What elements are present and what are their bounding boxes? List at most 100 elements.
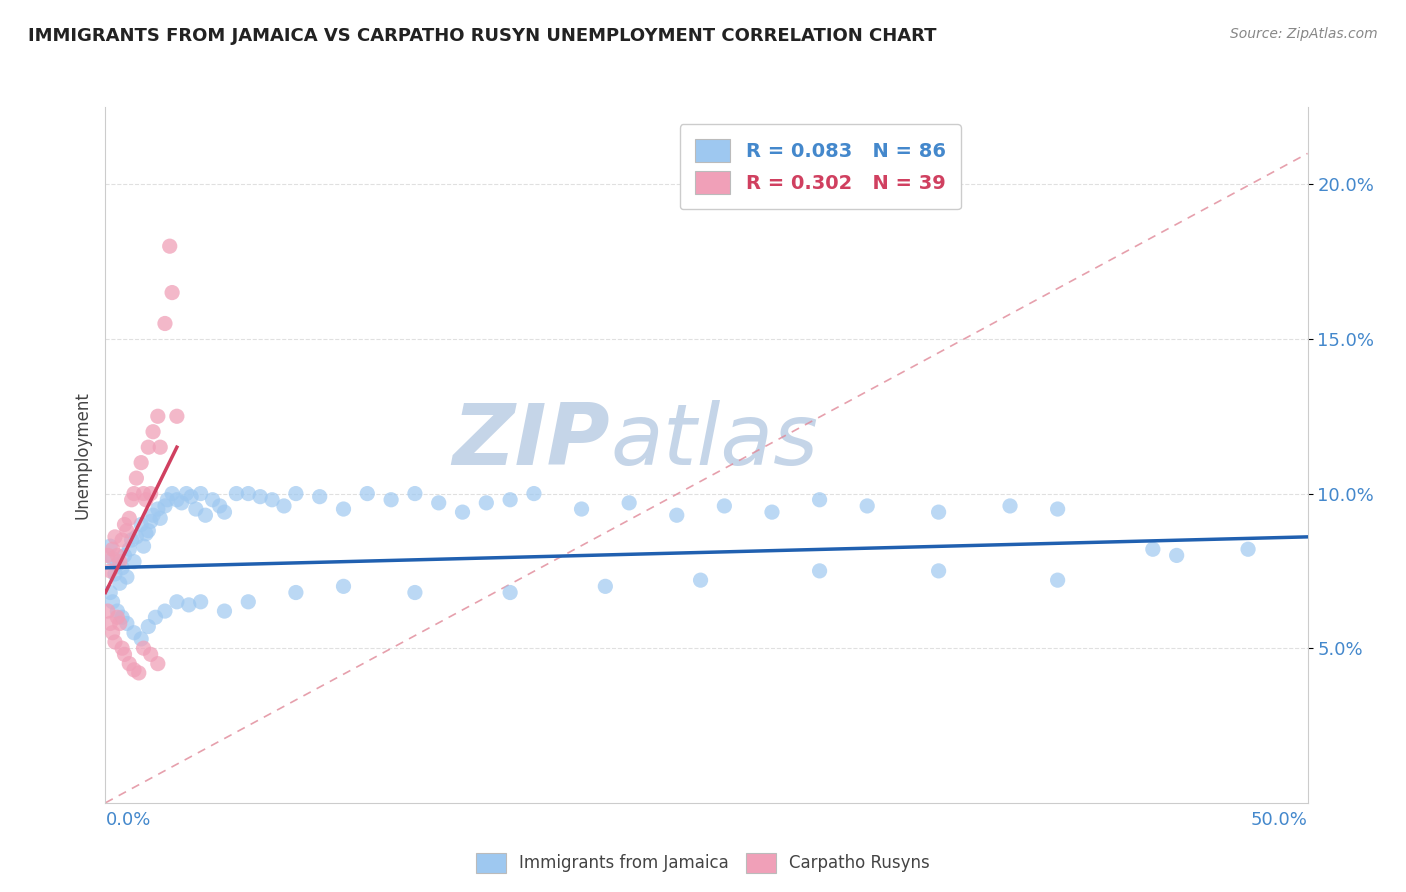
Point — [115, 570, 138, 584]
Point — [1142, 542, 1164, 557]
Point — [308, 490, 330, 504]
Point — [499, 492, 522, 507]
Point — [177, 598, 200, 612]
Point — [132, 641, 155, 656]
Point — [1046, 573, 1069, 587]
Point — [125, 530, 148, 544]
Point — [111, 641, 134, 656]
Point — [121, 492, 143, 507]
Point — [713, 499, 735, 513]
Point — [142, 425, 165, 439]
Point — [214, 505, 236, 519]
Point — [194, 508, 217, 523]
Point — [104, 635, 127, 649]
Point — [262, 492, 284, 507]
Point — [475, 496, 498, 510]
Point — [190, 486, 212, 500]
Text: atlas: atlas — [610, 400, 818, 483]
Point — [129, 517, 152, 532]
Point — [135, 492, 157, 507]
Point — [132, 539, 155, 553]
Point — [121, 533, 143, 547]
Point — [273, 499, 295, 513]
Point — [128, 665, 150, 680]
Point — [595, 579, 617, 593]
Point — [122, 486, 145, 500]
Point — [225, 486, 247, 500]
Point — [98, 539, 121, 553]
Point — [115, 616, 138, 631]
Point — [146, 502, 169, 516]
Text: Source: ZipAtlas.com: Source: ZipAtlas.com — [1230, 27, 1378, 41]
Point — [111, 610, 134, 624]
Legend: R = 0.083   N = 86, R = 0.302   N = 39: R = 0.083 N = 86, R = 0.302 N = 39 — [679, 124, 962, 210]
Point — [105, 610, 128, 624]
Point — [105, 558, 128, 572]
Point — [153, 499, 176, 513]
Point — [499, 585, 522, 599]
Y-axis label: Unemployment: Unemployment — [73, 391, 91, 519]
Point — [808, 564, 831, 578]
Point — [149, 511, 172, 525]
Point — [125, 471, 148, 485]
Point — [122, 663, 145, 677]
Point — [617, 496, 640, 510]
Point — [160, 285, 183, 300]
Point — [523, 486, 546, 500]
Point — [146, 409, 169, 424]
Point — [108, 616, 131, 631]
Point — [132, 486, 155, 500]
Point — [238, 595, 260, 609]
Text: 50.0%: 50.0% — [1251, 811, 1308, 829]
Point — [184, 502, 207, 516]
Point — [98, 616, 121, 631]
Point — [136, 440, 159, 454]
Point — [129, 456, 152, 470]
Point — [332, 579, 354, 593]
Point — [97, 604, 120, 618]
Point — [249, 490, 271, 504]
Point — [284, 585, 307, 599]
Point — [111, 561, 134, 575]
Legend: Immigrants from Jamaica, Carpatho Rusyns: Immigrants from Jamaica, Carpatho Rusyns — [470, 847, 936, 880]
Point — [101, 625, 124, 640]
Point — [105, 604, 128, 618]
Text: ZIP: ZIP — [453, 400, 610, 483]
Point — [101, 595, 124, 609]
Point — [114, 517, 136, 532]
Point — [998, 499, 1021, 513]
Point — [332, 502, 354, 516]
Point — [146, 657, 169, 671]
Point — [115, 524, 138, 538]
Point — [139, 648, 162, 662]
Point — [208, 499, 231, 513]
Point — [451, 505, 474, 519]
Point — [404, 585, 426, 599]
Point — [159, 239, 181, 253]
Point — [928, 564, 950, 578]
Point — [118, 657, 141, 671]
Point — [176, 486, 198, 500]
Point — [180, 490, 202, 504]
Point — [156, 492, 179, 507]
Point — [118, 542, 141, 557]
Text: 0.0%: 0.0% — [105, 811, 150, 829]
Point — [404, 486, 426, 500]
Point — [101, 551, 124, 566]
Point — [139, 486, 162, 500]
Point — [111, 533, 134, 547]
Point — [97, 549, 120, 563]
Point — [101, 542, 124, 557]
Point — [1046, 502, 1069, 516]
Point — [238, 486, 260, 500]
Point — [201, 492, 224, 507]
Point — [104, 566, 127, 581]
Point — [166, 492, 188, 507]
Point — [928, 505, 950, 519]
Point — [153, 317, 176, 331]
Point — [122, 555, 145, 569]
Point — [160, 486, 183, 500]
Point — [114, 549, 136, 563]
Point — [761, 505, 783, 519]
Point — [108, 555, 131, 569]
